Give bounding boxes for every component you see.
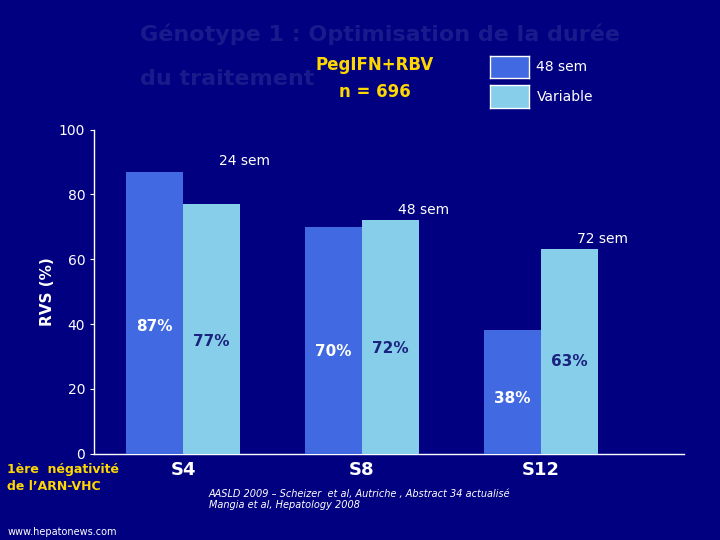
Bar [183,204,240,454]
Bar [541,249,598,454]
Text: 48 sem: 48 sem [536,60,588,74]
Text: 63%: 63% [552,354,588,369]
Text: 48 sem: 48 sem [397,203,449,217]
Text: 72%: 72% [372,341,409,356]
Bar [362,220,419,454]
Text: AASLD 2009 – Scheizer  et al, Autriche , Abstract 34 actualisé
Mangia et al, Hep: AASLD 2009 – Scheizer et al, Autriche , … [209,489,510,510]
Text: 38%: 38% [494,391,531,406]
Text: 72 sem: 72 sem [577,232,628,246]
Text: 1ère  négativité
de l’ARN-VHC: 1ère négativité de l’ARN-VHC [7,463,120,493]
Bar [126,172,183,454]
Text: Génotype 1 : Optimisation de la durée: Génotype 1 : Optimisation de la durée [140,24,621,45]
Text: 70%: 70% [315,344,351,359]
Text: du traitement: du traitement [140,69,315,89]
Y-axis label: RVS (%): RVS (%) [40,257,55,326]
Text: Variable: Variable [536,90,593,104]
Text: PegIFN+RBV: PegIFN+RBV [315,56,433,74]
Text: n = 696: n = 696 [338,83,410,101]
Text: 24 sem: 24 sem [219,154,270,168]
Text: 77%: 77% [194,334,230,349]
Text: 87%: 87% [136,319,173,334]
Text: www.hepatonews.com: www.hepatonews.com [7,526,117,537]
Bar [305,227,362,454]
Bar [484,330,541,454]
